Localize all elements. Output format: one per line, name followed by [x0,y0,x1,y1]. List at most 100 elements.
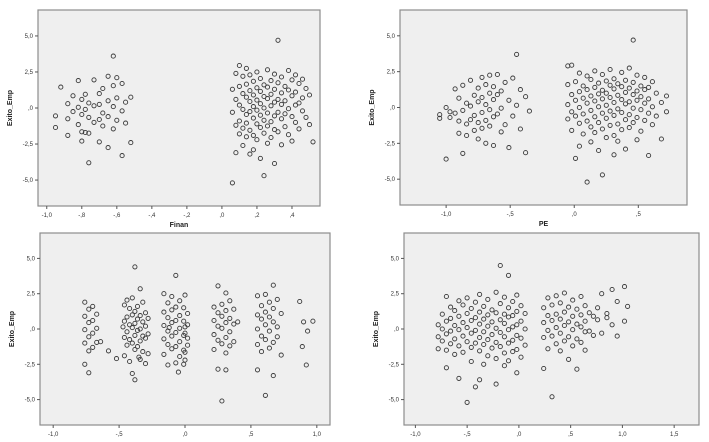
data-point [132,346,138,353]
data-point [599,110,605,116]
data-point [236,102,242,108]
data-point [549,317,555,324]
data-point [243,65,249,71]
data-point [140,319,146,325]
data-point [638,94,644,100]
data-point [487,107,493,113]
data-point [145,315,151,321]
data-point [82,129,88,136]
data-point [477,321,483,327]
y-axis-title: Exito_Emp [369,89,376,125]
data-point [599,71,605,78]
data-point [443,293,449,300]
data-point [247,109,253,115]
data-point [615,92,621,98]
data-point [266,345,272,351]
x-tick-label: ,0 [219,213,225,219]
data-point [479,94,485,101]
data-point [592,84,598,90]
data-point [278,90,285,96]
data-point [165,300,171,306]
data-point [505,358,512,364]
data-point [545,346,551,352]
y-axis-title: Exito_Emp [9,311,16,347]
data-point [523,150,529,156]
x-axis-ticks: -1,0 -,5 ,0 ,5 1,0 [48,425,322,438]
data-point [219,313,225,319]
data-point [622,117,629,123]
data-point [599,172,605,178]
data-point [626,112,632,118]
plot-area [400,10,687,205]
data-point [621,284,628,290]
data-point [297,298,303,305]
data-point [161,351,167,357]
data-point [285,106,292,112]
data-point [468,317,474,324]
x-axis-title: Finan [170,222,189,229]
data-point [82,106,88,112]
data-point [105,114,111,120]
data-point [82,361,88,367]
data-point [165,315,171,321]
data-point [510,313,516,319]
data-point [460,302,466,308]
data-point [292,119,299,125]
x-tick-label: -,2 [183,213,191,219]
data-point [541,365,547,372]
data-point [264,96,271,102]
data-point [169,346,175,352]
data-point [110,53,116,59]
data-point [271,127,278,133]
data-point [165,341,171,348]
data-point [634,88,640,94]
data-point [576,143,582,149]
data-point [565,116,571,122]
data-point [270,319,276,325]
data-point [137,356,143,362]
data-point [123,99,129,105]
data-point [611,132,617,139]
data-point [254,367,261,373]
data-point [90,344,96,350]
data-point [236,83,242,89]
data-point [247,127,253,133]
data-point [90,303,96,309]
data-point [274,324,280,330]
data-point [254,326,261,332]
data-point [472,315,478,321]
data-point [119,153,125,159]
data-point [266,314,272,320]
data-point [464,100,470,106]
data-point [262,309,268,315]
data-point [129,295,135,301]
data-point [590,313,596,319]
data-point [570,327,576,333]
data-point [270,282,276,288]
data-point [282,111,288,117]
data-point [464,295,470,301]
data-point [485,296,491,302]
data-point [120,324,126,330]
data-point [70,93,76,99]
data-points [437,37,670,185]
data-point [258,333,265,339]
data-point [231,321,237,327]
data-point [477,377,483,383]
data-point [233,150,239,156]
data-point [607,122,613,128]
data-point [452,308,458,314]
data-point [247,72,253,78]
data-point [91,103,97,109]
data-point [268,103,274,109]
data-point [479,125,485,131]
y-tick-label: 5,0 [27,256,36,262]
data-point [443,331,449,337]
x-axis-ticks: -1,0 -,8 -,6 -,4 -,2 ,0 ,2 ,4 [42,206,295,219]
data-point [592,114,598,120]
data-point [646,152,652,159]
data-point [497,262,503,269]
data-point [586,328,592,334]
data-point [557,316,563,322]
data-point [268,91,274,97]
